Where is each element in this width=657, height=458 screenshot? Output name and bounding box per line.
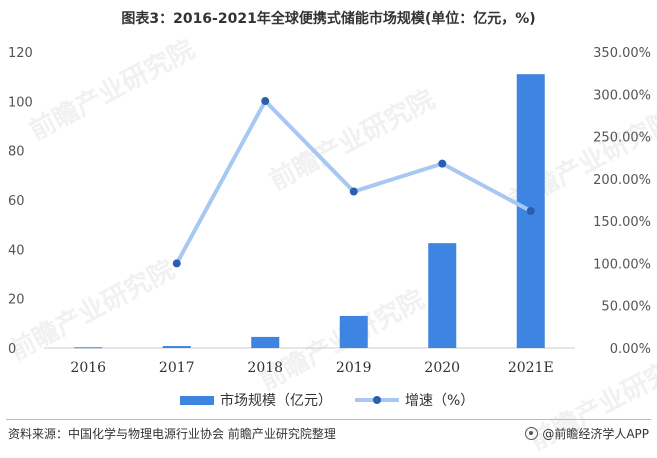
x-tick-label: 2021E [508, 360, 554, 376]
camera-icon [525, 427, 539, 440]
x-tick-label: 2019 [336, 360, 372, 376]
growth-point-2021E [526, 206, 535, 215]
x-tick-label: 2020 [424, 360, 460, 376]
y-right-tick-label: 350.00% [593, 46, 651, 61]
chart-title: 图表3：2016-2021年全球便携式储能市场规模(单位：亿元，%) [121, 11, 536, 27]
y-left-tick-label: 120 [8, 46, 33, 61]
y-right-tick-label: 250.00% [593, 131, 651, 146]
legend-label-growth: 增速（%） [405, 393, 475, 409]
chart-plot: 0 20 40 60 80 100 120 0.00% 50.00% 100.00% 150.00… [8, 46, 651, 376]
source-note: 资料来源：中国化学与物理电源行业协会 前瞻产业研究院整理 [8, 427, 336, 441]
legend-label-market-size: 市场规模（亿元） [220, 393, 332, 409]
legend-item-growth: 增速（%） [355, 390, 474, 410]
y-right-tick-label: 200.00% [593, 173, 651, 188]
bar-2016 [74, 347, 103, 349]
y-left-tick-label: 80 [8, 145, 25, 160]
bar-2020 [428, 243, 457, 348]
x-tick-label: 2017 [159, 360, 195, 376]
brand-text: @前瞻经济学人APP [542, 427, 649, 441]
y-right-tick-label: 100.00% [593, 257, 651, 272]
growth-series-line [174, 99, 533, 266]
growth-point-2020 [438, 159, 447, 168]
x-tick-label: 2018 [247, 360, 283, 376]
y-left-tick-label: 60 [8, 194, 25, 209]
growth-point-2019 [349, 187, 358, 196]
bar-2017 [162, 346, 191, 348]
legend: 市场规模（亿元） 增速（%） [0, 390, 657, 410]
y-right-tick-label: 50.00% [601, 300, 651, 315]
growth-point-2018 [261, 97, 270, 106]
legend-line-swatch [355, 394, 399, 406]
bar-2019 [339, 315, 368, 348]
y-left-tick-label: 40 [8, 243, 25, 258]
y-right-tick-label: 150.00% [593, 215, 651, 230]
y-left-tick-label: 20 [8, 293, 25, 308]
y-left-tick-label: 0 [8, 342, 16, 357]
legend-item-market-size: 市场规模（亿元） [180, 390, 332, 410]
y-right-tick-label: 0.00% [610, 342, 651, 357]
growth-point-2017 [172, 259, 181, 268]
brand-credit: @前瞻经济学人APP [525, 425, 649, 442]
legend-bar-swatch [180, 395, 214, 405]
bar-2018 [251, 336, 280, 348]
x-tick-label: 2016 [70, 360, 106, 376]
footer-divider [6, 419, 651, 420]
y-left-tick-label: 100 [8, 95, 33, 110]
y-right-tick-label: 300.00% [593, 88, 651, 103]
